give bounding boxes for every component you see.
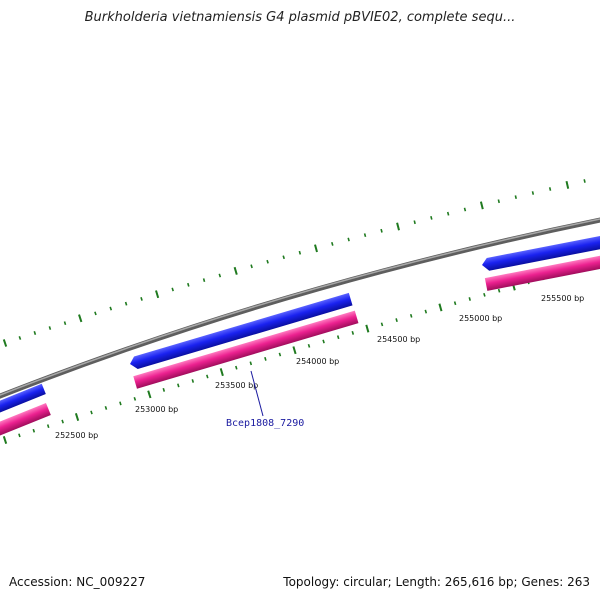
tick-mark — [206, 374, 209, 379]
tick-mark — [233, 266, 238, 275]
tick-mark — [514, 195, 517, 199]
tick-mark — [430, 215, 433, 220]
tick-mark — [46, 424, 50, 429]
tick-mark — [453, 301, 457, 306]
tick-mark — [336, 335, 340, 340]
tick-mark — [162, 387, 166, 392]
tick-mark — [147, 390, 152, 399]
tick-mark — [124, 301, 128, 306]
gene-callout: Bcep1808_7290 — [226, 370, 304, 429]
tick-mark — [250, 264, 253, 269]
position-label: 255000 bp — [459, 314, 502, 323]
cds-feature[interactable] — [128, 292, 353, 371]
tick-mark — [32, 428, 36, 433]
position-label: 253500 bp — [215, 381, 258, 390]
topology-summary: Topology: circular; Length: 265,616 bp; … — [283, 575, 590, 589]
gene-features — [0, 253, 600, 442]
position-label: 254500 bp — [377, 335, 420, 344]
position-labels: 252500 bp 253000 bp 253500 bp 254000 bp … — [55, 294, 584, 440]
tick-mark — [171, 287, 174, 292]
tick-mark — [109, 306, 113, 311]
tick-mark — [497, 288, 501, 293]
gene-feature[interactable] — [0, 402, 51, 442]
tick-mark — [351, 330, 355, 335]
tick-mark — [331, 241, 334, 246]
tick-mark — [583, 179, 586, 183]
tick-mark — [446, 211, 450, 216]
tick-mark — [78, 314, 83, 323]
gene-name-label[interactable]: Bcep1808_7290 — [226, 418, 304, 429]
tick-mark — [155, 290, 160, 299]
tick-mark — [177, 383, 180, 388]
tick-mark — [380, 228, 383, 233]
tick-mark — [2, 339, 8, 347]
tick-mark — [322, 339, 325, 344]
tick-mark — [2, 435, 8, 445]
tick-mark — [395, 318, 398, 323]
tick-mark — [249, 361, 253, 366]
genome-backbone — [0, 217, 600, 399]
tick-mark — [202, 278, 206, 283]
tick-mark — [104, 405, 108, 410]
tick-mark — [119, 401, 122, 406]
tick-mark — [278, 352, 282, 357]
tick-mark — [90, 410, 93, 415]
tick-mark — [187, 282, 190, 287]
tick-mark — [463, 207, 467, 212]
tick-mark — [363, 233, 367, 238]
inner-tick-track — [2, 262, 590, 445]
cds-feature[interactable] — [0, 383, 46, 420]
tick-mark — [235, 365, 238, 370]
tick-mark — [380, 322, 384, 327]
tick-mark — [94, 311, 97, 316]
tick-mark — [33, 331, 37, 335]
tick-mark — [314, 244, 318, 253]
tick-mark — [218, 273, 222, 278]
cds-feature[interactable] — [481, 234, 600, 272]
tick-mark — [48, 326, 52, 330]
tick-mark — [219, 368, 224, 377]
tick-mark — [282, 255, 285, 260]
tick-mark — [307, 343, 311, 348]
tick-mark — [347, 237, 350, 242]
tick-mark — [424, 309, 428, 314]
tick-mark — [292, 346, 297, 355]
tick-mark — [413, 220, 416, 225]
callout-line — [250, 370, 264, 417]
position-label: 253000 bp — [135, 405, 178, 414]
tick-mark — [18, 433, 21, 438]
tick-mark — [365, 324, 370, 333]
accession-label: Accession: NC_009227 — [9, 575, 146, 589]
tick-mark — [409, 313, 413, 318]
tick-mark — [479, 201, 484, 210]
tick-mark — [18, 336, 22, 340]
tick-mark — [140, 297, 143, 301]
position-label: 255500 bp — [541, 294, 584, 303]
tick-mark — [191, 379, 195, 383]
tick-mark — [396, 222, 400, 231]
outer-tick-track — [2, 179, 586, 347]
tick-mark — [531, 191, 535, 195]
tick-mark — [497, 199, 500, 204]
tick-mark — [565, 180, 570, 189]
position-label: 254000 bp — [296, 357, 339, 366]
gene-feature[interactable] — [133, 310, 359, 389]
tick-mark — [266, 259, 269, 264]
tick-mark — [74, 413, 80, 421]
map-title: Burkholderia vietnamiensis G4 plasmid pB… — [84, 10, 516, 25]
tick-mark — [548, 187, 552, 191]
cds-features — [0, 234, 600, 420]
tick-mark — [133, 396, 137, 401]
tick-mark — [468, 297, 471, 301]
tick-mark — [61, 419, 64, 424]
tick-mark — [264, 356, 267, 361]
tick-mark — [483, 292, 486, 297]
tick-mark — [438, 303, 443, 312]
position-label: 252500 bp — [55, 431, 98, 440]
gene-feature[interactable] — [484, 253, 600, 291]
tick-mark — [63, 321, 67, 326]
tick-mark — [298, 250, 302, 255]
